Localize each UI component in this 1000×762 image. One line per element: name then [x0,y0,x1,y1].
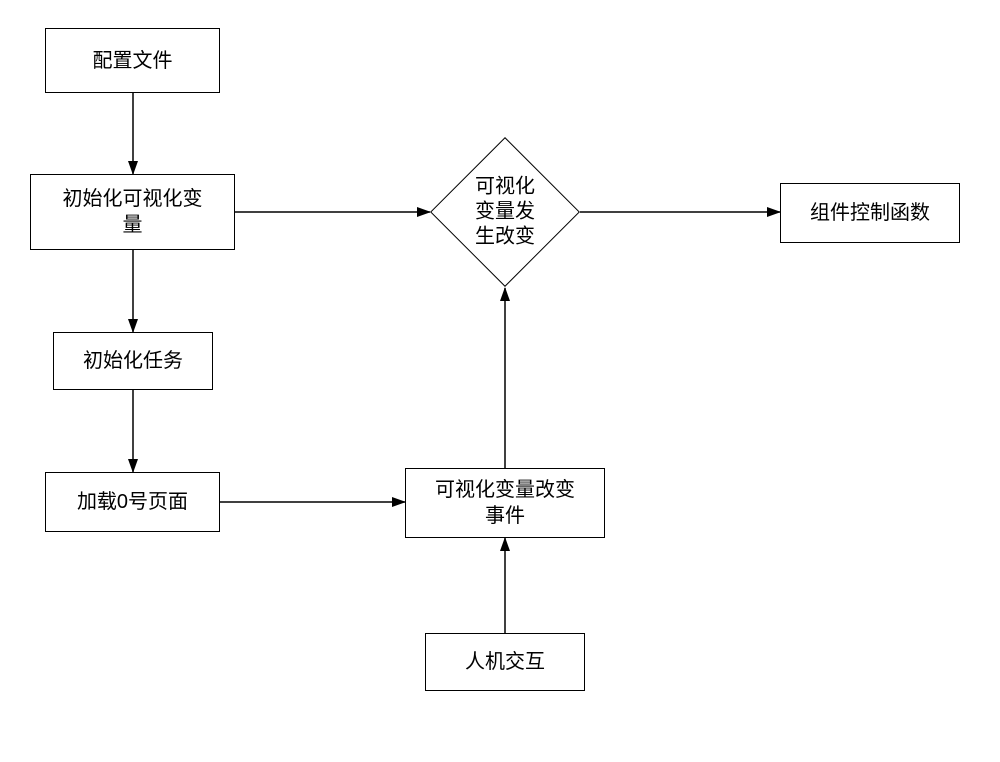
node-init_vis_var: 初始化可视化变量 [30,174,235,250]
node-label: 初始化任务 [83,348,183,374]
node-label: 可视化变量改变事件 [435,477,575,529]
node-label: 可视化变量发生改变 [475,175,535,250]
node-label: 人机交互 [465,649,545,675]
node-label: 组件控制函数 [810,200,930,226]
node-load_page0: 加载0号页面 [45,472,220,532]
node-vis_var_event: 可视化变量改变事件 [405,468,605,538]
node-hci: 人机交互 [425,633,585,691]
node-vis_var_changed: 可视化变量发生改变 [452,159,558,265]
node-config_file: 配置文件 [45,28,220,93]
node-component_ctrl_fn: 组件控制函数 [780,183,960,243]
flowchart-canvas: 配置文件初始化可视化变量初始化任务加载0号页面 可视化变量改变事件人机交互 组件控制… [0,0,1000,762]
node-label: 加载0号页面 [77,489,188,515]
node-label: 初始化可视化变量 [63,186,203,238]
node-label: 配置文件 [93,48,173,74]
node-init_task: 初始化任务 [53,332,213,390]
